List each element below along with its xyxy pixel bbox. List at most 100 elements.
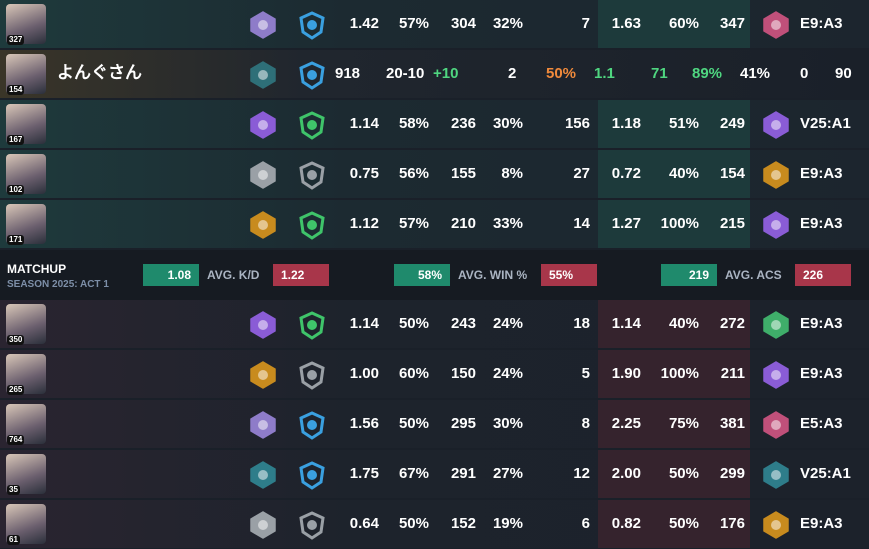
icon xyxy=(763,411,789,439)
peak-rank: E9:A3 xyxy=(800,165,843,182)
icon xyxy=(250,411,276,439)
icon xyxy=(250,161,276,189)
peak-rank: E9:A3 xyxy=(800,365,843,382)
stat: 1.27 xyxy=(611,215,641,232)
stat: 32% xyxy=(492,15,523,32)
stat: 20-10 xyxy=(386,65,425,82)
stat: 56% xyxy=(398,165,429,182)
matchup-title: MATCHUP xyxy=(7,262,67,276)
stat: 50% xyxy=(546,65,577,82)
icon xyxy=(299,511,325,540)
stat: 18 xyxy=(573,315,590,332)
icon xyxy=(250,461,276,489)
season-column xyxy=(598,150,750,198)
icon xyxy=(763,311,789,339)
icon xyxy=(250,211,276,239)
stat: 50% xyxy=(398,415,429,432)
avg-label: AVG. ACS xyxy=(725,268,782,282)
level: 154 xyxy=(7,85,25,95)
peak-rank: E9:A3 xyxy=(800,215,843,232)
season-column xyxy=(598,450,750,498)
icon xyxy=(250,511,276,539)
icon xyxy=(250,311,276,339)
stat: 89% xyxy=(692,65,723,82)
avg-label: AVG. K/D xyxy=(207,268,260,282)
icon xyxy=(763,11,789,39)
icon xyxy=(250,11,276,39)
stat: 100% xyxy=(660,365,699,382)
stat: 67% xyxy=(398,465,429,482)
level: 35 xyxy=(7,485,20,495)
stat: 236 xyxy=(450,115,476,132)
stat: 0.64 xyxy=(349,515,379,532)
icon xyxy=(299,411,325,440)
peak-rank: E9:A3 xyxy=(800,15,843,32)
stat: 154 xyxy=(719,165,745,182)
icon xyxy=(299,111,325,140)
stat: 249 xyxy=(719,115,745,132)
peak-rank: V25:A1 xyxy=(800,465,851,482)
icon xyxy=(763,211,789,239)
stat: 58% xyxy=(398,115,429,132)
enemy-avg: 226 xyxy=(795,264,851,286)
level: 167 xyxy=(7,135,25,145)
stat: 1.14 xyxy=(349,315,379,332)
level: 350 xyxy=(7,335,25,345)
stat: 5 xyxy=(581,365,590,382)
stat: 215 xyxy=(719,215,745,232)
stat: 40% xyxy=(668,165,699,182)
matchup-row: MATCHUP SEASON 2025: ACT 1 1.08 AVG. K/D… xyxy=(0,250,869,300)
level: 764 xyxy=(7,435,25,445)
stat: 100% xyxy=(660,215,699,232)
stat: 211 xyxy=(720,365,745,382)
stat: 918 xyxy=(335,65,361,82)
player-row: 171 1.12 57% 210 33% 14 1.27 100% 215 E9:A3 xyxy=(0,200,869,248)
player-row: 327 1.42 57% 304 32% 7 1.63 60% 347 E9:A3 xyxy=(0,0,869,48)
team-avg: 219 xyxy=(661,264,717,286)
stat: 156 xyxy=(564,115,590,132)
icon xyxy=(763,111,789,139)
level: 61 xyxy=(7,535,20,545)
icon xyxy=(763,161,789,189)
stat: 291 xyxy=(450,465,476,482)
stat: 27 xyxy=(573,165,590,182)
player-row: 167 1.14 58% 236 30% 156 1.18 51% 249 V25:A1 xyxy=(0,100,869,148)
stat: 1.90 xyxy=(611,365,641,382)
player-row: 35 1.75 67% 291 27% 12 2.00 50% 299 V25:A1 xyxy=(0,450,869,498)
level: 265 xyxy=(7,385,25,395)
icon xyxy=(763,461,789,489)
stat: 33% xyxy=(492,215,523,232)
stat: 152 xyxy=(450,515,476,532)
peak-rank: E5:A3 xyxy=(800,415,843,432)
team-avg: 1.08 xyxy=(143,264,199,286)
season-column xyxy=(598,300,750,348)
stat: 19% xyxy=(492,515,523,532)
stat: +10 xyxy=(433,65,459,82)
player-row: 154 よんぐさん 918 20-10 +10 2 50% 1.1 71 89% 41% 0 90 xyxy=(0,50,869,98)
player-row: 350 1.14 50% 243 24% 18 1.14 40% 272 E9:A3 xyxy=(0,300,869,348)
season-column xyxy=(598,100,750,148)
stat: 2.00 xyxy=(611,465,641,482)
level: 102 xyxy=(7,185,25,195)
level: 171 xyxy=(7,235,25,245)
icon xyxy=(299,461,325,490)
stat: 0.82 xyxy=(611,515,641,532)
stat: 50% xyxy=(668,515,699,532)
stat: 8% xyxy=(501,165,523,182)
peak-rank: E9:A3 xyxy=(800,315,843,332)
stat: 50% xyxy=(668,465,699,482)
season-column xyxy=(598,0,750,48)
stat: 347 xyxy=(719,15,745,32)
stat: 381 xyxy=(719,415,745,432)
stat: 150 xyxy=(450,365,476,382)
peak-rank: V25:A1 xyxy=(800,115,851,132)
stat: 1.14 xyxy=(611,315,641,332)
stat: 2.25 xyxy=(611,415,641,432)
enemy-avg: 1.22 xyxy=(273,264,329,286)
avg-label: AVG. WIN % xyxy=(458,268,528,282)
stat: 1.00 xyxy=(349,365,379,382)
peak-rank: E9:A3 xyxy=(800,515,843,532)
icon xyxy=(299,61,325,90)
icon xyxy=(250,61,276,89)
stat: 27% xyxy=(492,465,523,482)
